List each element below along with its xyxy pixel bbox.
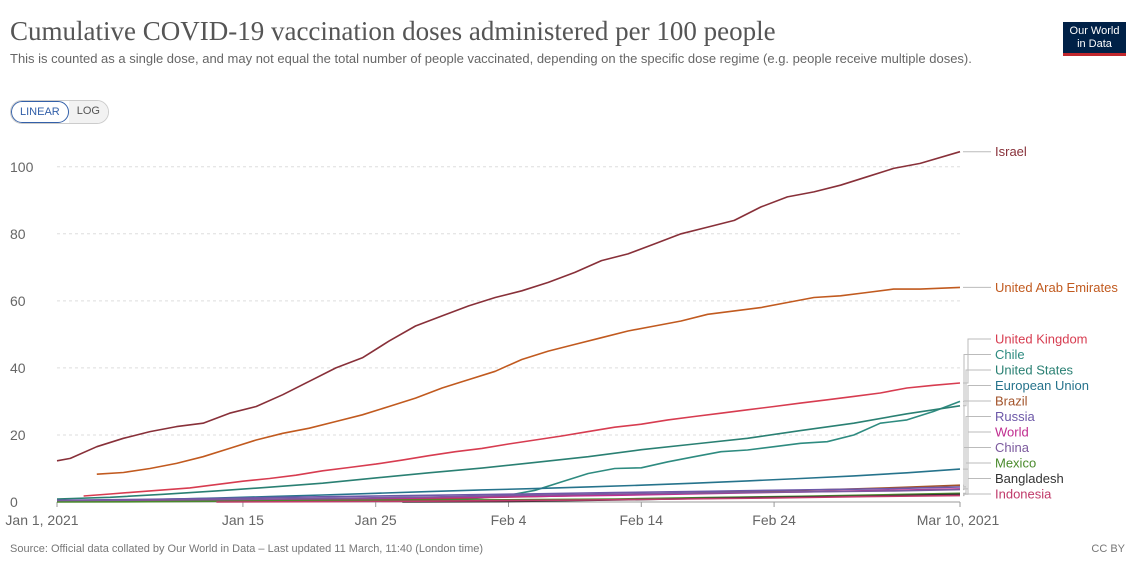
legend-label-united-arab-emirates: United Arab Emirates <box>995 280 1118 295</box>
license-link[interactable]: CC BY <box>1091 543 1125 555</box>
y-axis: 0 20 40 60 80 100 <box>10 159 34 510</box>
logo-line-1: Our World <box>1069 25 1120 37</box>
legend-label-indonesia: Indonesia <box>995 487 1052 502</box>
x-axis: Jan 1, 2021 Jan 15 Jan 25 Feb 4 Feb 14 Feb 24… <box>5 502 999 528</box>
x-tick-label-4: Feb 14 <box>619 512 663 528</box>
legend-connector-mexico <box>963 462 991 494</box>
x-tick-label-0: Jan 1, 2021 <box>5 512 78 528</box>
x-tick-label-5: Feb 24 <box>752 512 796 528</box>
legend-connector-bangladesh <box>963 478 991 495</box>
legend-label-mexico: Mexico <box>995 456 1036 471</box>
series-line-chile <box>56 400 961 503</box>
x-tick-label-6: Mar 10, 2021 <box>917 512 1000 528</box>
series-line-united-kingdom <box>83 382 961 497</box>
chart-title: Cumulative COVID-19 vaccination doses ad… <box>10 16 776 46</box>
legend-connector-russia <box>963 416 991 488</box>
legend-connector-indonesia <box>963 493 991 497</box>
y-tick-label-0: 0 <box>10 494 18 510</box>
legend-label-united-kingdom: United Kingdom <box>995 332 1088 347</box>
legend-label-world: World <box>995 425 1029 440</box>
x-tick-label-2: Jan 25 <box>355 512 397 528</box>
series-line-russia <box>56 486 961 502</box>
series-line-china <box>56 488 961 502</box>
legend-connector-united-kingdom <box>963 338 991 384</box>
series-line-indonesia <box>216 494 961 503</box>
legend-label-chile: Chile <box>995 347 1025 362</box>
x-tick-label-1: Jan 15 <box>222 512 264 528</box>
y-tick-label-80: 80 <box>10 226 26 242</box>
line-chart: 0 20 40 60 80 100 Jan 1, 2021 Jan 15 Jan 25 Feb … <box>5 144 1118 528</box>
y-tick-label-40: 40 <box>10 360 26 376</box>
legend-label-israel: Israel <box>995 144 1027 159</box>
chart-subtitle: This is counted as a single dose, and ma… <box>10 51 972 66</box>
linear-scale-button[interactable]: LINEAR <box>11 101 69 123</box>
legend-connector-european-union <box>963 385 991 470</box>
series-line-united-states <box>56 405 961 500</box>
series-line-united-arab-emirates <box>96 286 961 475</box>
legend-label-united-states: United States <box>995 363 1074 378</box>
owid-logo[interactable]: Our World in Data <box>1063 22 1126 56</box>
y-tick-label-20: 20 <box>10 427 26 443</box>
legend-label-european-union: European Union <box>995 378 1089 393</box>
source-note: Source: Official data collated by Our Wo… <box>10 543 484 555</box>
legend-label-bangladesh: Bangladesh <box>995 471 1064 486</box>
x-tick-label-3: Feb 4 <box>491 512 527 528</box>
legend-connector-chile <box>963 354 991 402</box>
grid-lines <box>57 166 960 503</box>
legend-label-brazil: Brazil <box>995 394 1028 409</box>
y-tick-label-100: 100 <box>10 159 34 175</box>
series-line-israel <box>56 150 961 462</box>
legend-connector-brazil <box>963 400 991 486</box>
legend-label-china: China <box>995 440 1030 455</box>
legend-connector-united-states <box>963 369 991 407</box>
legend-connector-china <box>963 447 991 491</box>
scale-toggle: LINEAR LOG <box>10 100 109 124</box>
y-tick-label-60: 60 <box>10 293 26 309</box>
legend-connector-world <box>963 431 991 490</box>
series-lines <box>56 150 961 503</box>
logo-line-2: in Data <box>1077 38 1112 50</box>
legend-label-russia: Russia <box>995 409 1036 424</box>
log-scale-button[interactable]: LOG <box>68 101 108 123</box>
legend: Israel United Arab Emirates United Kingdom… <box>963 144 1118 502</box>
